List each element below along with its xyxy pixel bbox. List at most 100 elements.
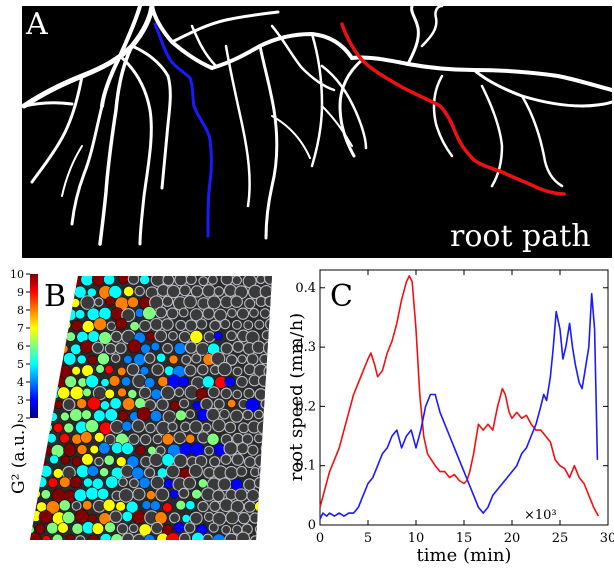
- disc: [140, 343, 151, 355]
- packing-figure: 10 9 8 7 6 5 4 3 2 G² (a.u.) B: [9, 268, 284, 540]
- disc: [213, 286, 225, 297]
- panel-a-label: A: [25, 7, 48, 42]
- disc: [190, 285, 204, 298]
- disc: [184, 522, 196, 534]
- root-strand: [190, 24, 218, 68]
- disc: [241, 433, 254, 445]
- disc: [236, 375, 248, 388]
- disc: [151, 363, 165, 376]
- disc: [123, 286, 135, 297]
- colorbar-tick-label: 5: [17, 358, 24, 371]
- disc: [149, 317, 164, 332]
- disc: [270, 285, 272, 296]
- colorbar-tick-label: 3: [17, 394, 24, 407]
- disc: [165, 464, 180, 479]
- disc: [106, 321, 117, 332]
- disc: [202, 533, 214, 540]
- disc: [138, 386, 152, 400]
- disc: [219, 408, 230, 420]
- disc: [121, 442, 134, 455]
- disc: [189, 420, 203, 434]
- disc: [201, 375, 215, 389]
- disc: [237, 354, 247, 364]
- panel-c-label: C: [330, 279, 353, 314]
- disc: [58, 499, 71, 512]
- disc: [263, 499, 272, 515]
- disc: [243, 387, 255, 399]
- disc: [256, 420, 272, 435]
- plot-frame: [319, 269, 609, 526]
- root-strand: [432, 74, 454, 158]
- disc: [30, 489, 41, 499]
- root-strand: [338, 58, 364, 158]
- disc: [87, 465, 99, 477]
- disc: [128, 523, 139, 534]
- y-tick-label: 0.4: [295, 281, 316, 296]
- disc: [46, 522, 59, 535]
- disc: [80, 295, 96, 310]
- disc: [104, 364, 114, 375]
- disc: [169, 512, 181, 524]
- disc: [209, 456, 221, 468]
- disc: [121, 308, 136, 323]
- disc: [85, 419, 99, 433]
- disc: [185, 276, 197, 286]
- disc: [100, 378, 110, 388]
- disc: [236, 465, 248, 477]
- disc: [196, 318, 208, 330]
- root-strand: [320, 64, 368, 150]
- disc: [231, 453, 245, 466]
- root-path-caption: root path: [450, 219, 591, 254]
- disc: [168, 354, 179, 365]
- root-path-red: [340, 22, 566, 196]
- disc: [264, 295, 272, 308]
- panel-b-label: B: [44, 279, 66, 314]
- disc: [212, 489, 225, 503]
- x-tick-label: 10: [408, 531, 425, 546]
- colorbar: [30, 274, 38, 418]
- series-line: [319, 275, 600, 517]
- disc: [81, 453, 94, 466]
- disc: [264, 317, 272, 331]
- disc: [132, 487, 146, 501]
- disc: [110, 419, 124, 434]
- disc: [224, 421, 237, 434]
- disc: [269, 350, 272, 365]
- disc: [87, 534, 100, 540]
- disc: [145, 422, 156, 434]
- disc: [274, 332, 284, 342]
- disc: [234, 488, 248, 502]
- disc: [76, 444, 88, 455]
- disc: [59, 433, 70, 444]
- disc: [63, 422, 75, 434]
- x-tick-label: 25: [552, 531, 569, 546]
- root-strand: [520, 94, 564, 188]
- disc: [123, 354, 133, 365]
- disc: [108, 375, 121, 387]
- disc: [93, 409, 106, 422]
- disc: [42, 422, 53, 433]
- speed-chart: 0 5 10 15 20 25 30 0 0.1 0.2 0.3 0.4 C ×10³ time (…: [286, 269, 614, 566]
- disc: [213, 331, 223, 341]
- disc: [192, 401, 202, 411]
- disc: [73, 488, 88, 502]
- disc: [132, 533, 147, 540]
- disc: [162, 276, 175, 287]
- disc: [36, 385, 49, 399]
- disc: [79, 340, 94, 354]
- disc: [203, 331, 216, 343]
- disc: [243, 456, 256, 469]
- disc: [167, 421, 178, 432]
- multiplier-label: ×10³: [524, 508, 557, 523]
- disc: [150, 341, 161, 352]
- disc: [57, 522, 69, 534]
- disc: [184, 341, 198, 354]
- disc: [97, 487, 110, 500]
- disc: [125, 500, 139, 514]
- disc: [58, 344, 69, 354]
- disc: [121, 420, 133, 432]
- disc: [261, 329, 272, 341]
- disc: [238, 422, 250, 434]
- disc: [104, 521, 116, 534]
- panel-c-speed-chart: 0 5 10 15 20 25 30 0 0.1 0.2 0.3 0.4 C ×10³ time (…: [286, 262, 614, 572]
